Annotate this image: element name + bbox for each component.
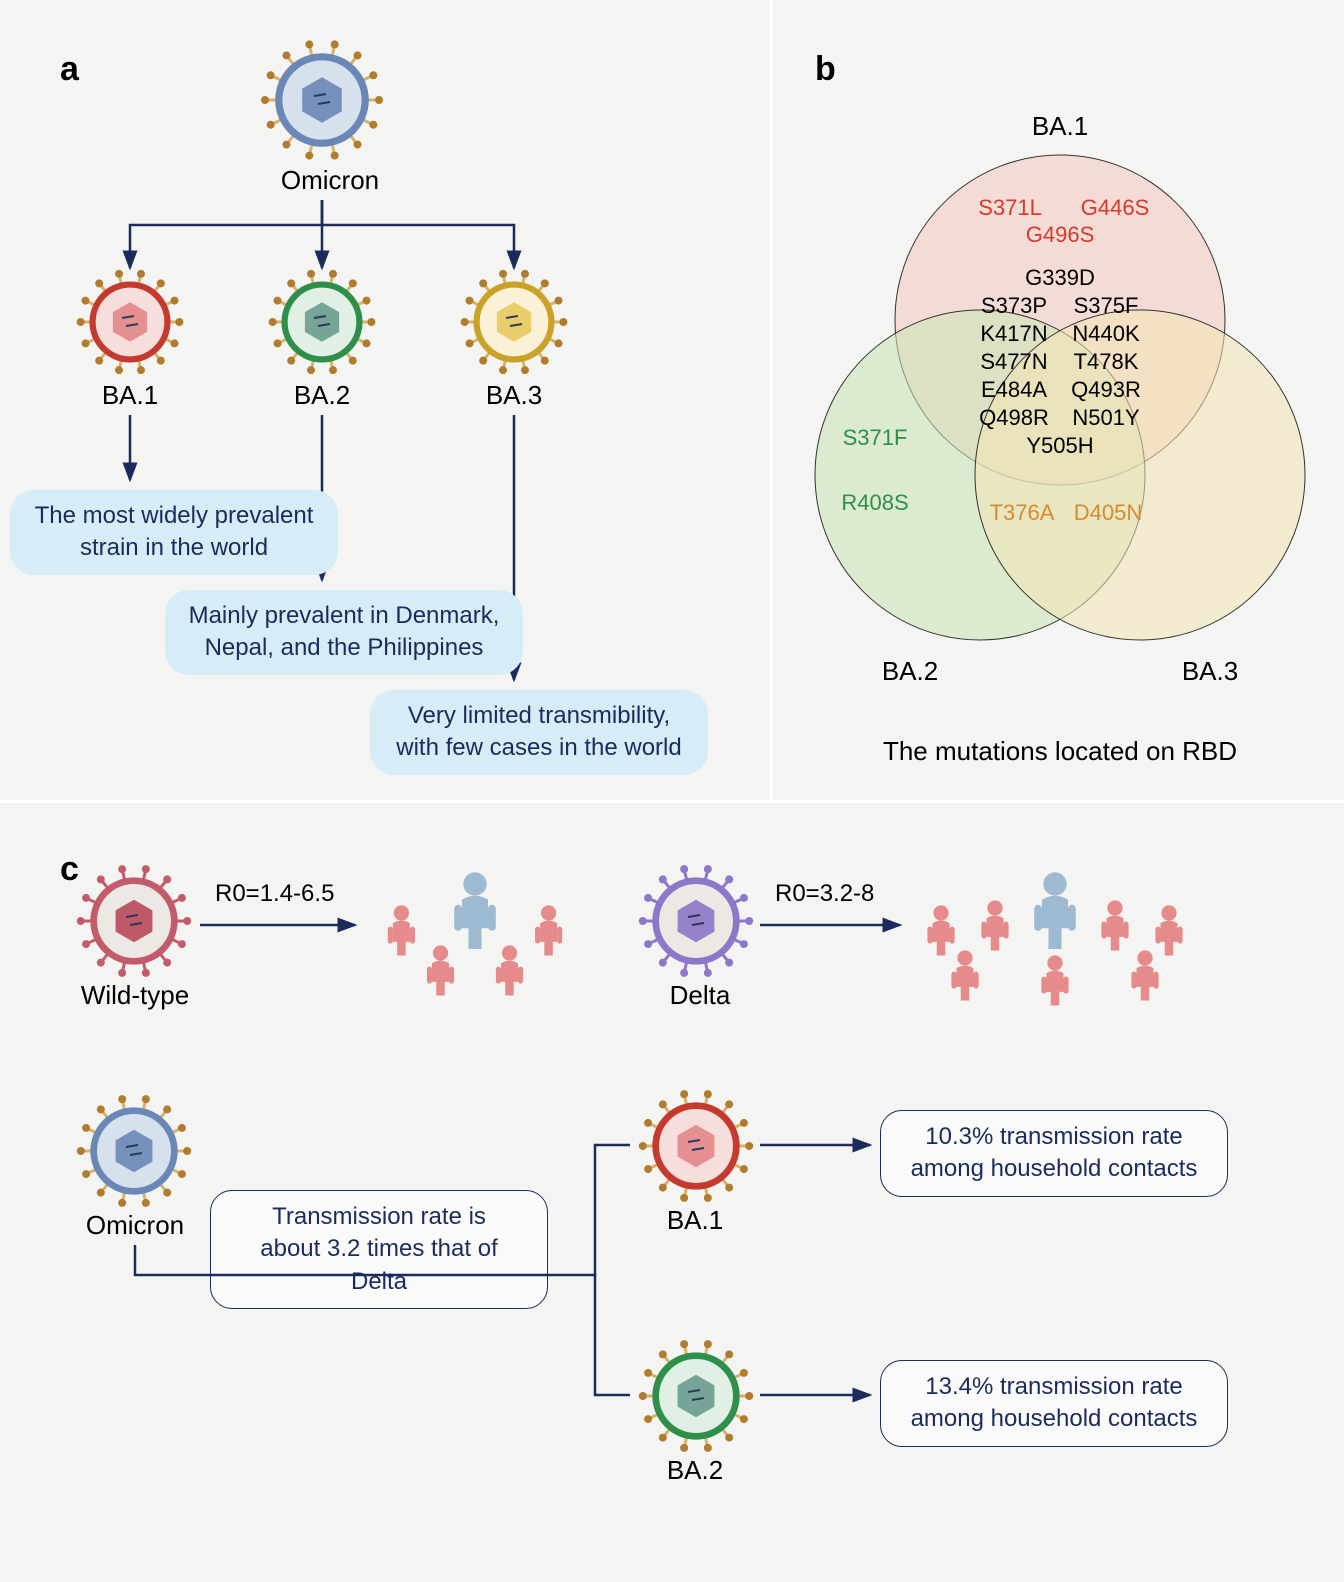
- figure-root: a b c Omicron BA.1 BA.2 BA.3 The most wi…: [0, 0, 1344, 1582]
- panel-c-bottom-arrows: [0, 0, 1344, 1582]
